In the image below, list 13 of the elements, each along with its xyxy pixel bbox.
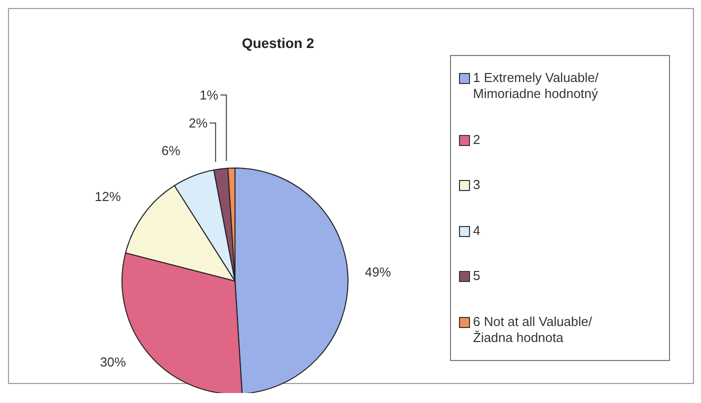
legend-label: 6 Not at all Valuable/ Žiadna hodnota: [473, 314, 593, 346]
data-label: 2%: [188, 116, 208, 130]
data-label: 12%: [94, 189, 122, 204]
legend-label: 3: [473, 177, 482, 194]
legend-label: 5: [473, 268, 482, 284]
data-label: 30%: [100, 354, 126, 370]
data-label: 49%: [364, 264, 392, 280]
legend-label: 4: [473, 222, 482, 239]
legend-label: 2: [473, 132, 482, 148]
data-label: 1%: [200, 88, 219, 102]
legend-label: 1 Extremely Valuable/ Mimoriadne hodnotný: [473, 70, 600, 102]
chart-title: Question 2: [240, 35, 316, 51]
data-label: 6%: [162, 142, 181, 158]
